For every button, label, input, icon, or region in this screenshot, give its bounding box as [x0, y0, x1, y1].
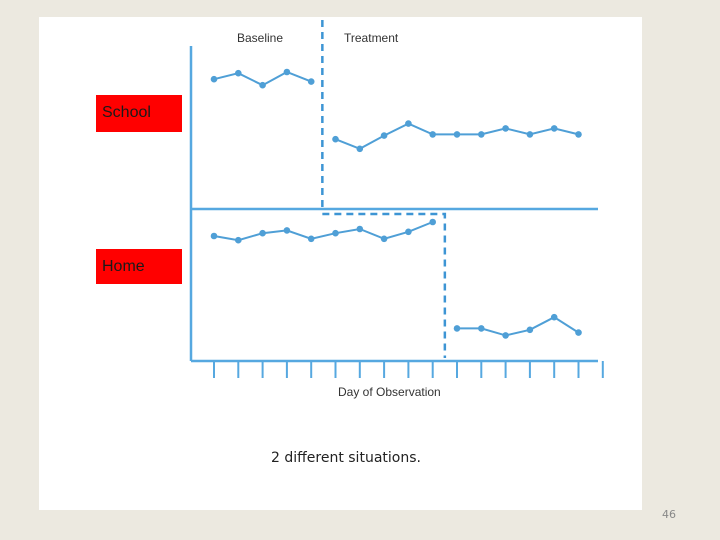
home-data-point — [453, 325, 461, 332]
home-data-point — [380, 235, 388, 243]
phase-change-line-home — [322, 212, 447, 358]
home-data-point — [526, 326, 534, 334]
page-number: 46 — [662, 508, 676, 521]
school-data-point — [429, 131, 437, 138]
home-data-point — [502, 332, 509, 339]
home-data-point — [210, 232, 218, 240]
home-data-point — [307, 235, 315, 243]
home-data-point — [478, 325, 485, 332]
school-data-point — [453, 131, 461, 138]
phase-label-baseline: Baseline — [237, 31, 283, 45]
home-data-point — [550, 313, 558, 321]
school-data-point — [575, 131, 582, 138]
phase-change-lines — [321, 20, 447, 358]
home-treatment-line — [457, 316, 580, 337]
home-label: Home — [96, 249, 182, 284]
school-label: School — [96, 95, 182, 132]
school-data-point — [283, 68, 291, 76]
data-series — [210, 68, 582, 339]
school-data-point — [210, 75, 218, 83]
home-data-point — [575, 329, 582, 336]
home-data-point — [235, 236, 242, 244]
home-data-point — [356, 225, 364, 233]
home-data-point — [283, 227, 291, 234]
school-data-point — [380, 132, 388, 139]
school-data-point — [332, 135, 339, 143]
phase-label-treatment: Treatment — [344, 31, 399, 45]
school-data-point — [550, 125, 558, 132]
x-axis-ticks — [213, 361, 604, 378]
school-data-point — [356, 145, 364, 153]
school-data-point — [307, 78, 315, 85]
school-data-point — [405, 120, 412, 127]
school-data-point — [235, 69, 242, 77]
home-data-point — [259, 229, 266, 237]
home-baseline-line — [213, 221, 434, 242]
home-data-point — [429, 218, 437, 226]
slide-caption: 2 different situations. — [271, 450, 421, 466]
home-data-point — [332, 229, 339, 237]
school-data-point — [502, 125, 509, 132]
home-data-point — [405, 228, 412, 236]
x-axis-label: Day of Observation — [338, 385, 441, 399]
school-data-point — [259, 81, 266, 89]
school-data-point — [526, 131, 534, 138]
school-data-point — [478, 131, 485, 138]
